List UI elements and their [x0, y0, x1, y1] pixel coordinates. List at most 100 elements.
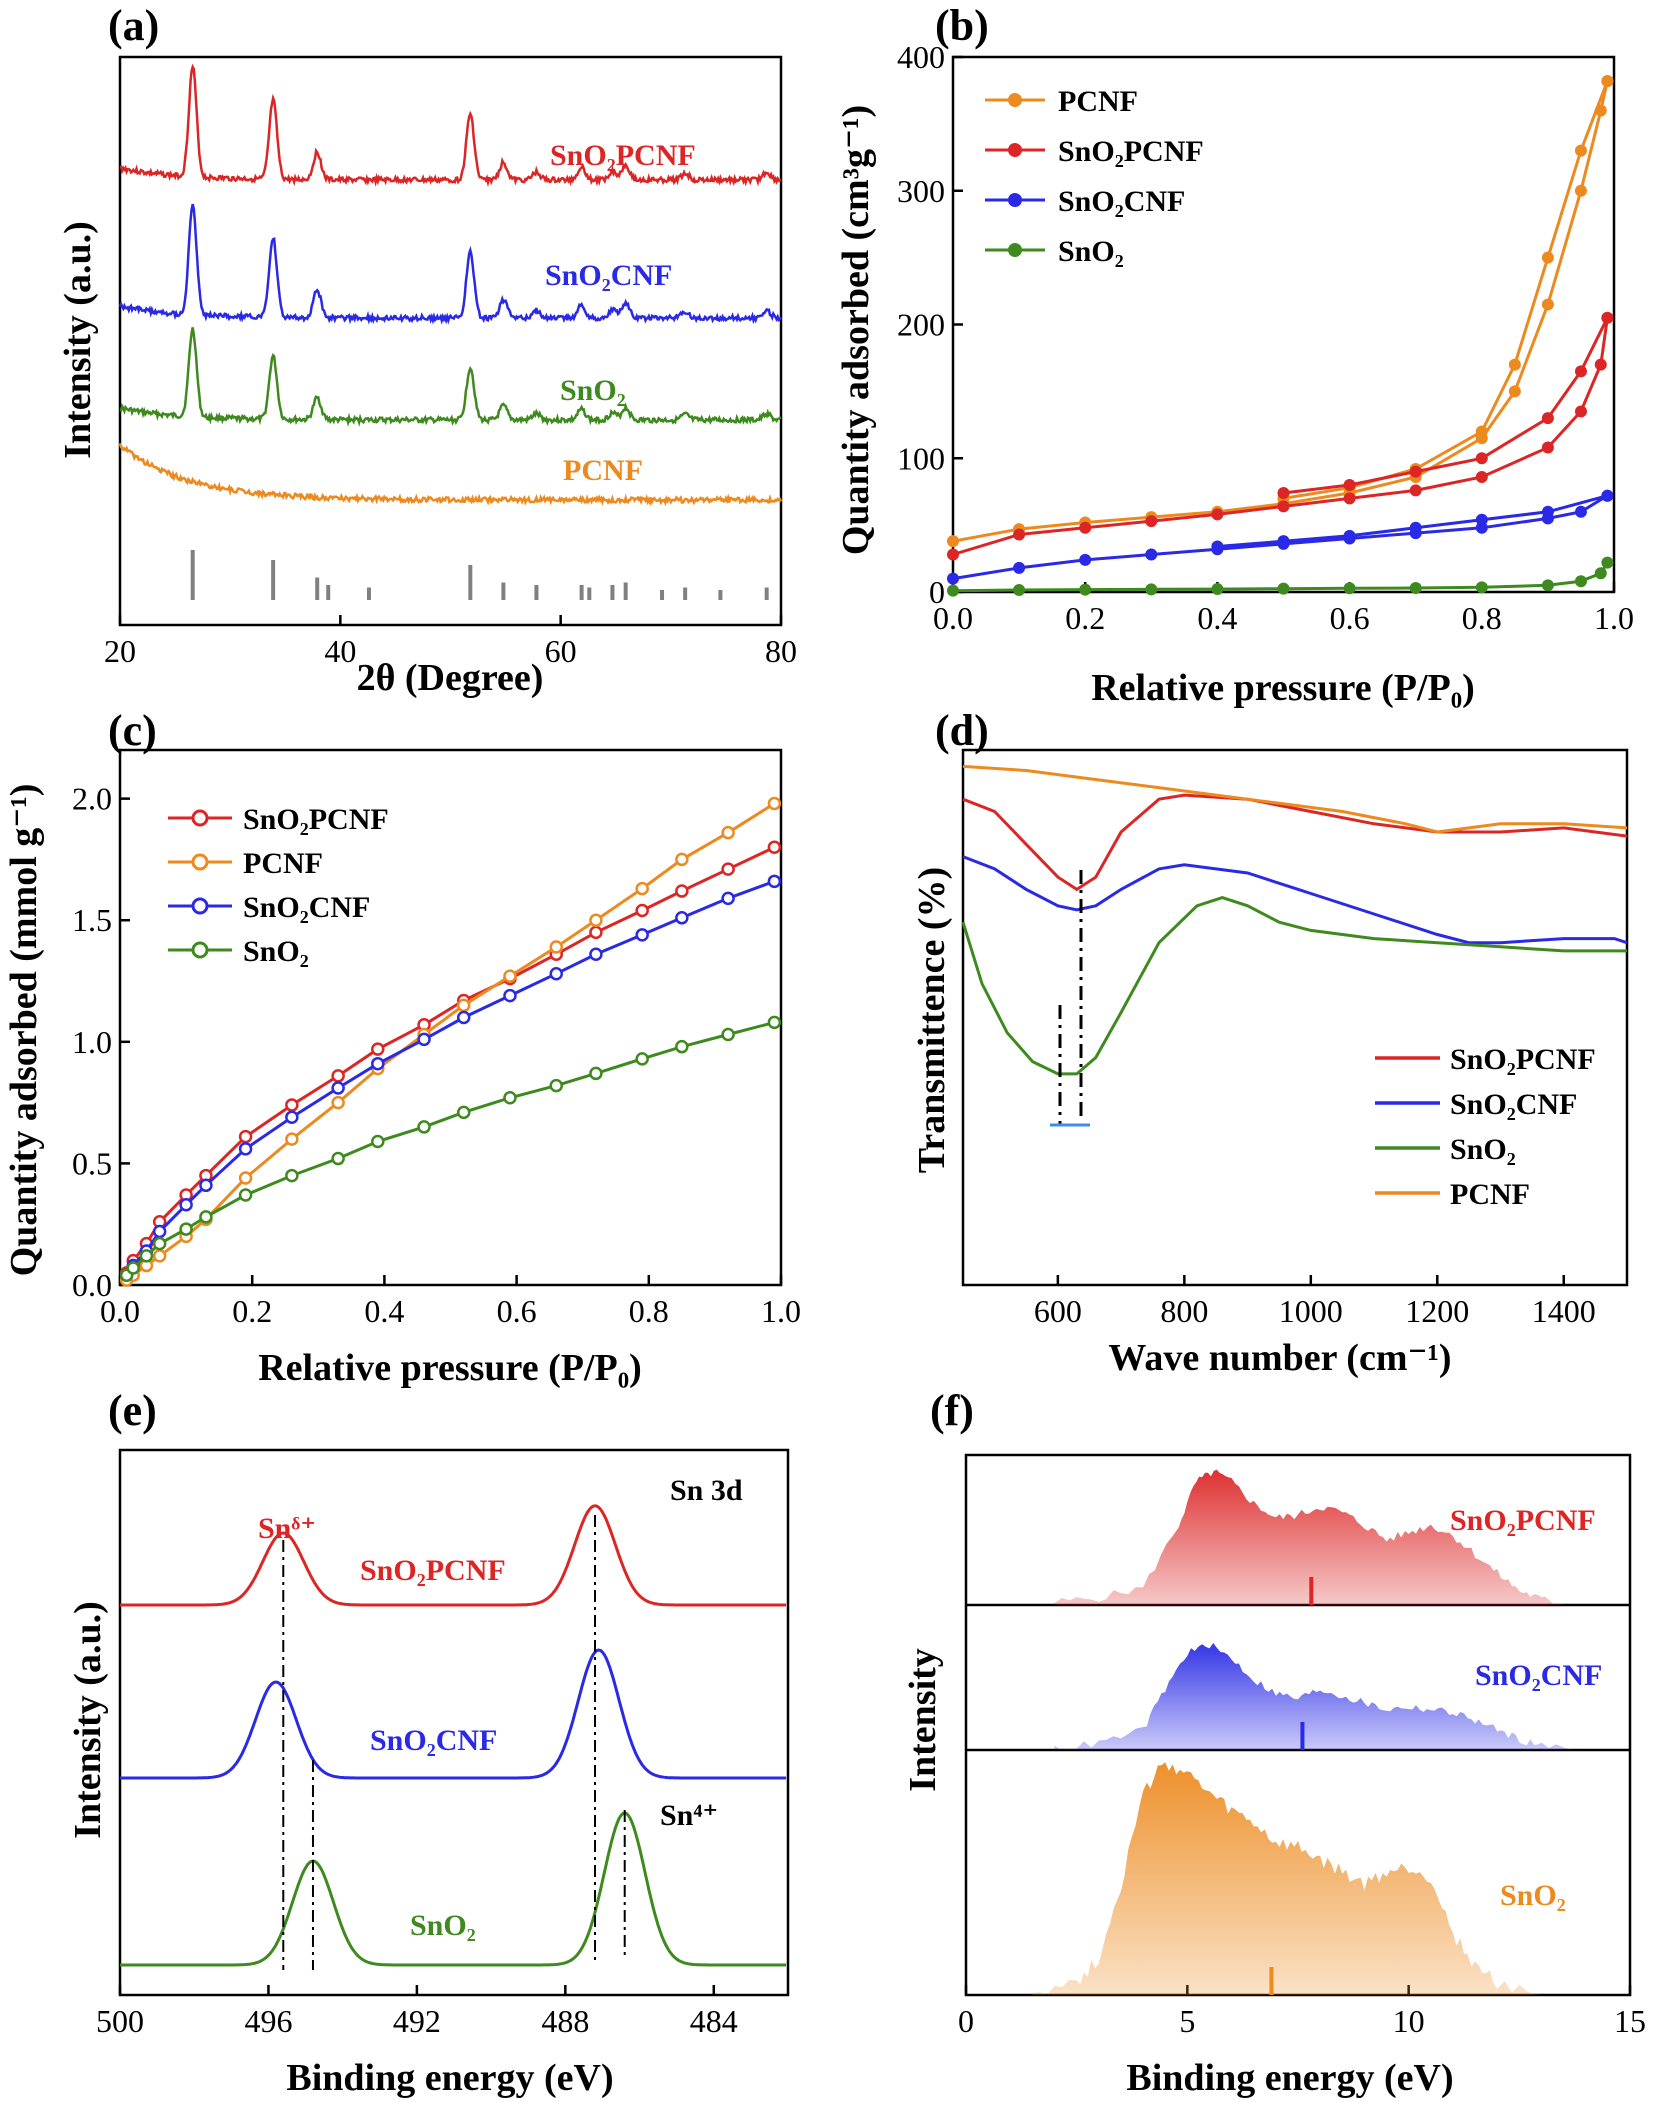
- panel-f-xlabel: Binding energy (eV): [1126, 2057, 1453, 2099]
- panel-e-annotation-sn-delta: Snᵟ⁺: [258, 1512, 316, 1545]
- panel-d-series-blue: [962, 855, 1628, 945]
- panel-b-adsorption-orange: [952, 80, 1609, 543]
- panel-c-point-blue: [503, 988, 517, 1003]
- panel-b-point-blue: [1079, 553, 1092, 566]
- panel-b-desorption-orange: [1283, 80, 1609, 500]
- panel-c-point-orange: [675, 852, 689, 867]
- panel-b-point-orange: [1508, 358, 1521, 371]
- panel-d-xtick-label: 1400: [1532, 1293, 1596, 1329]
- panel-b-point-red: [1541, 412, 1554, 425]
- panel-f-area-orange: [1032, 1762, 1542, 1995]
- panel-b-point-orange: [1508, 385, 1521, 398]
- panel-e-legend-snocnf: SnO₂CNF: [370, 1724, 497, 1757]
- panel-c-ytick-label: 0.5: [72, 1145, 112, 1181]
- panel-c-point-orange: [285, 1132, 299, 1146]
- panel-c-point-blue: [635, 928, 649, 942]
- panel-e-axes: 500 496 492 488 484: [96, 1985, 738, 2039]
- panel-f-xtick-label: 5: [1179, 2003, 1195, 2039]
- panel-b-xlabel: Relative pressure (P/P₀): [1091, 667, 1475, 709]
- panel-b-legend-marker: [1008, 243, 1022, 257]
- panel-c-point-orange: [331, 1095, 345, 1110]
- panel-a: (a) 20 40 60 80 SnO₂PCNF SnO₂CNF SnO₂ PCNF …: [57, 1, 797, 699]
- panel-b-point-green: [1409, 581, 1422, 594]
- panel-a-label: (a): [108, 1, 159, 50]
- panel-f-xtick-label: 15: [1614, 2003, 1646, 2039]
- panel-d-series-orange: [962, 764, 1628, 834]
- panel-c-legend-label: SnO₂: [243, 935, 309, 968]
- panel-f-series: [1032, 1469, 1586, 1995]
- panel-b-point-green: [1211, 583, 1224, 596]
- panel-b-point-green: [1277, 582, 1290, 595]
- panel-c-legend-marker: [191, 809, 209, 827]
- panel-b-point-red: [1541, 441, 1554, 454]
- panel-c-point-blue: [371, 1056, 385, 1071]
- panel-e-series: [120, 1504, 787, 1970]
- panel-e-xtick-label: 484: [690, 2003, 738, 2039]
- panel-c-ytick-label: 1.5: [72, 902, 112, 938]
- panel-b-point-red: [1145, 515, 1158, 528]
- panel-c-axes: 0.0 0.2 0.4 0.6 0.8 1.0 0.0 0.5 1.0 1.5 2.0: [72, 781, 801, 1329]
- panel-c-point-green: [238, 1188, 253, 1202]
- panel-b-point-red: [1343, 479, 1356, 491]
- panel-e-xlabel: Binding energy (eV): [286, 2057, 613, 2099]
- panel-e-xtick-label: 492: [393, 2003, 441, 2039]
- panel-b-point-red: [1574, 405, 1587, 418]
- panel-b-point-orange: [1574, 144, 1587, 157]
- panel-c-point-green: [721, 1027, 735, 1042]
- panel-b-point-orange: [1601, 75, 1614, 88]
- panel-c-xtick-label: 0.2: [232, 1293, 272, 1329]
- panel-b-point-red: [1601, 311, 1614, 324]
- panel-c-point-blue: [179, 1198, 193, 1212]
- panel-b-xtick-label: 0.0: [933, 600, 973, 636]
- panel-c-point-orange: [635, 881, 649, 896]
- panel-d-ylabel: Transmittence (%): [911, 867, 953, 1173]
- panel-b-point-red: [1475, 452, 1488, 465]
- panel-c-series-green: [125, 1020, 775, 1277]
- panel-e-ylabel: Intensity (a.u.): [67, 1601, 109, 1839]
- panel-c-point-green: [767, 1015, 782, 1030]
- panel-b-axes: 0.0 0.2 0.4 0.6 0.8 1.0 0 100 200 300 400: [897, 39, 1634, 636]
- panel-c-point-green: [635, 1052, 649, 1066]
- panel-c-point-red: [285, 1098, 299, 1112]
- panel-b-point-red: [1211, 508, 1224, 521]
- panel-a-xtick-label: 20: [104, 633, 136, 669]
- panel-b-legend-label: SnO₂PCNF: [1058, 135, 1204, 168]
- panel-c-legend-marker: [191, 853, 209, 871]
- panel-f: (f) 0 5 10 15 SnO₂PCNF SnO₂CNF SnO₂ Binding…: [902, 1386, 1646, 2099]
- panel-c-point-orange: [589, 913, 603, 927]
- panel-b-legend-marker: [1008, 143, 1022, 157]
- panel-b-point-red: [1013, 528, 1026, 541]
- panel-b-point-green: [947, 584, 959, 597]
- panel-b-point-blue: [1013, 561, 1026, 574]
- panel-e-xtick-label: 488: [541, 2003, 589, 2039]
- panel-d-xlabel: Wave number (cm⁻¹): [1108, 1337, 1451, 1379]
- panel-b-point-green: [1079, 583, 1092, 596]
- panel-b-series: [947, 75, 1614, 597]
- panel-d-series: [961, 764, 1628, 1076]
- panel-b-point-red: [1079, 521, 1092, 534]
- panel-b-point-green: [1594, 567, 1607, 580]
- panel-b-point-orange: [1475, 425, 1488, 438]
- panel-c-point-red: [721, 862, 735, 876]
- panel-a-reference-peaks: [190, 550, 769, 600]
- panel-c-point-blue: [549, 966, 564, 981]
- panel-d-series-red: [962, 793, 1628, 892]
- panel-c-point-green: [456, 1105, 471, 1120]
- panel-c-legend-marker: [191, 897, 209, 915]
- panel-e-legend-sno2: SnO₂: [410, 1909, 476, 1942]
- panel-d-legend-label: PCNF: [1450, 1178, 1530, 1211]
- panel-b-point-green: [1013, 583, 1026, 596]
- panel-b-point-green: [1475, 581, 1488, 594]
- panel-c-point-green: [503, 1091, 517, 1105]
- panel-e-annotation-sn3d: Sn 3d: [670, 1474, 743, 1507]
- panel-c-point-green: [126, 1261, 140, 1275]
- panel-f-legend-snocnf: SnO₂CNF: [1475, 1659, 1602, 1692]
- panel-b-point-green: [1601, 556, 1614, 569]
- panel-b-point-red: [1409, 465, 1422, 478]
- panel-c-frame: [118, 748, 783, 1287]
- panel-b-ylabel: Quantity adsorbed (cm³g⁻¹): [835, 105, 877, 555]
- panel-a-legend-pcnf: PCNF: [563, 454, 643, 487]
- panel-f-ylabel: Intensity: [902, 1648, 944, 1792]
- panel-c-point-green: [199, 1210, 213, 1224]
- panel-d-series-green: [961, 896, 1627, 1076]
